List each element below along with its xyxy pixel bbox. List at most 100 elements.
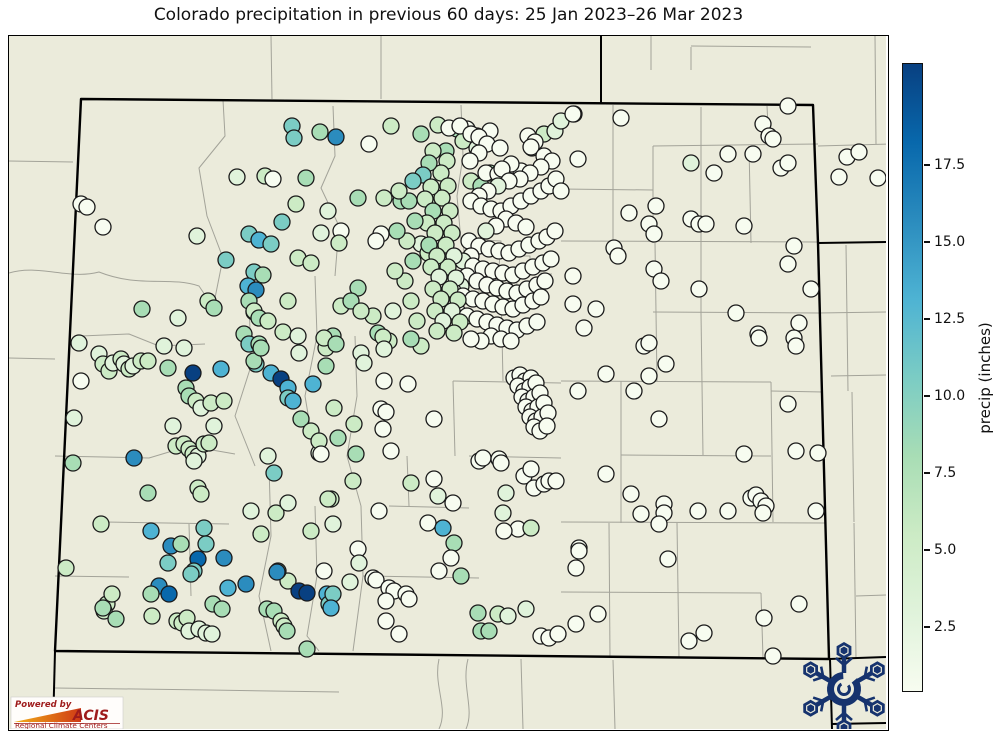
county-line bbox=[700, 312, 704, 456]
station-dot bbox=[72, 372, 90, 390]
county-line bbox=[608, 522, 611, 659]
station-dot bbox=[430, 562, 448, 580]
station-dot bbox=[445, 324, 463, 342]
station-dot bbox=[188, 227, 206, 245]
station-dot bbox=[477, 222, 495, 240]
figure-title: Colorado precipitation in previous 60 da… bbox=[153, 5, 744, 25]
station-dot bbox=[312, 224, 330, 242]
station-dot bbox=[404, 252, 422, 270]
station-dot bbox=[597, 365, 615, 383]
station-dot bbox=[390, 625, 408, 643]
station-dot bbox=[377, 592, 395, 610]
county-line bbox=[270, 36, 273, 100]
map-background bbox=[9, 36, 886, 729]
station-dot bbox=[384, 302, 402, 320]
station-dot bbox=[547, 472, 565, 490]
colorbar bbox=[902, 63, 923, 692]
county-line bbox=[770, 390, 824, 393]
colorbar-tick-mark bbox=[924, 240, 930, 243]
state-line bbox=[817, 241, 886, 244]
station-dot bbox=[552, 182, 570, 200]
station-dot bbox=[139, 484, 157, 502]
snowflake-arm bbox=[835, 642, 853, 673]
station-dot bbox=[428, 322, 446, 340]
station-dot bbox=[345, 415, 363, 433]
colorbar-tick-label: 12.5 bbox=[934, 310, 966, 327]
station-dot bbox=[139, 352, 157, 370]
station-dot bbox=[408, 312, 426, 330]
map-axes: Powered by ACIS Regional Climate Centers bbox=[8, 35, 889, 731]
county-line bbox=[208, 689, 340, 693]
station-dot bbox=[92, 515, 110, 533]
station-dot bbox=[609, 247, 627, 265]
county-line bbox=[851, 391, 855, 523]
station-dot bbox=[341, 573, 359, 591]
station-dot bbox=[205, 299, 223, 317]
station-dot bbox=[203, 625, 221, 643]
station-dot bbox=[494, 504, 512, 522]
colorbar-tick-mark bbox=[924, 548, 930, 551]
station-dot bbox=[645, 225, 663, 243]
station-dot bbox=[532, 288, 550, 306]
station-dot bbox=[107, 610, 125, 628]
county-line bbox=[520, 658, 524, 729]
station-dot bbox=[474, 449, 492, 467]
station-dot bbox=[495, 522, 513, 540]
station-dot bbox=[254, 266, 272, 284]
station-dot bbox=[172, 535, 190, 553]
station-dot bbox=[267, 504, 285, 522]
colorbar-tick-label: 5.0 bbox=[934, 541, 957, 558]
station-dot bbox=[425, 410, 443, 428]
station-dot bbox=[402, 292, 420, 310]
station-dot bbox=[325, 399, 343, 417]
station-dot bbox=[502, 332, 520, 350]
station-dot bbox=[589, 605, 607, 623]
station-dot bbox=[647, 197, 665, 215]
station-dot bbox=[650, 410, 668, 428]
station-dot bbox=[538, 417, 556, 435]
station-dot bbox=[375, 372, 393, 390]
station-dot bbox=[567, 559, 585, 577]
colorbar-tick-label: 17.5 bbox=[934, 156, 966, 173]
snowflake-c-ring bbox=[827, 672, 861, 706]
station-dot bbox=[433, 189, 451, 207]
station-dot bbox=[564, 267, 582, 285]
station-dot bbox=[382, 442, 400, 460]
station-dot bbox=[779, 255, 797, 273]
station-dot bbox=[632, 505, 650, 523]
station-dot bbox=[319, 490, 337, 508]
station-dot bbox=[779, 395, 797, 413]
station-dot bbox=[569, 150, 587, 168]
station-dot bbox=[412, 125, 430, 143]
colorbar-tick-label: 2.5 bbox=[934, 618, 957, 635]
colorbar-tick-label: 10.0 bbox=[934, 387, 966, 404]
station-dot bbox=[690, 280, 708, 298]
station-dot bbox=[175, 339, 193, 357]
station-dot bbox=[278, 622, 296, 640]
snowflake-arm bbox=[856, 661, 885, 683]
station-dot bbox=[133, 300, 151, 318]
station-dot bbox=[697, 215, 715, 233]
station-dot bbox=[252, 339, 270, 357]
colorbar-tick-mark bbox=[924, 625, 930, 628]
station-dot bbox=[160, 585, 178, 603]
station-dot bbox=[312, 445, 330, 463]
acis-logo: Powered by ACIS Regional Climate Centers bbox=[10, 696, 124, 729]
station-dot bbox=[302, 522, 320, 540]
county-line bbox=[676, 522, 680, 659]
county-line bbox=[612, 659, 616, 729]
acis-powered-by-text: Powered by bbox=[15, 700, 72, 710]
station-dot bbox=[744, 145, 762, 163]
station-dot bbox=[375, 340, 393, 358]
station-dot bbox=[298, 584, 316, 602]
colorbar-tick-mark bbox=[924, 163, 930, 166]
station-dot bbox=[285, 129, 303, 147]
station-dot bbox=[779, 154, 797, 172]
station-dot bbox=[442, 549, 460, 567]
station-dot bbox=[297, 169, 315, 187]
snowflake-arm bbox=[856, 695, 885, 717]
county-line bbox=[560, 188, 654, 191]
station-dot bbox=[807, 502, 825, 520]
station-dot bbox=[142, 585, 160, 603]
station-dot bbox=[329, 429, 347, 447]
